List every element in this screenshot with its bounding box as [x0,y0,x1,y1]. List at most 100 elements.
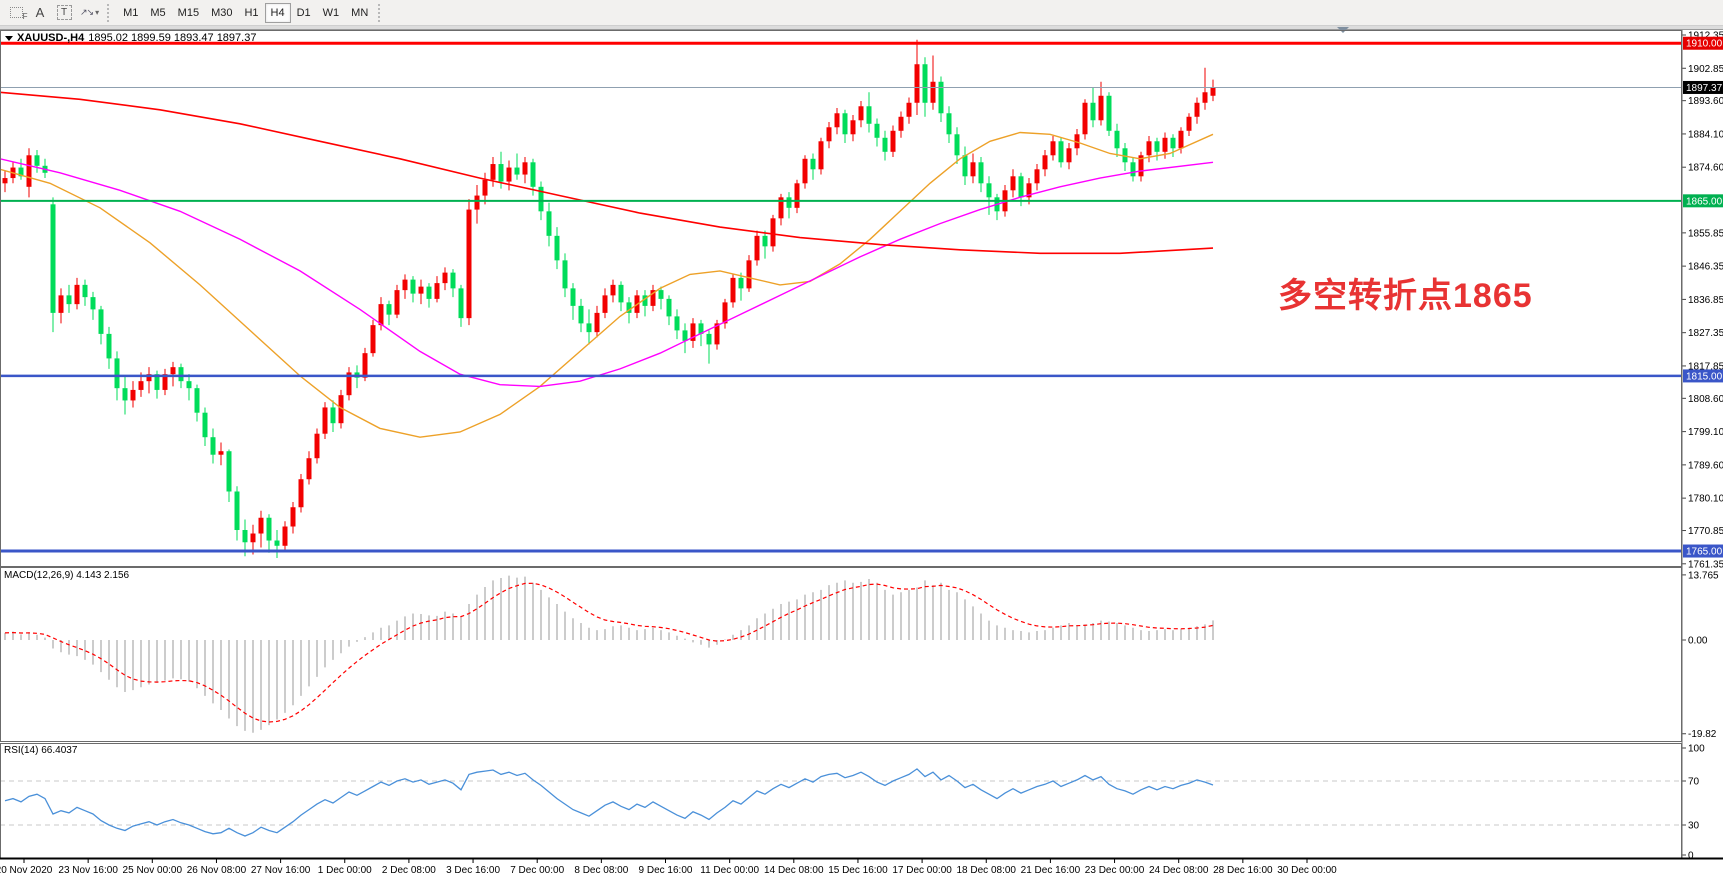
tf-button-m5[interactable]: M5 [150,6,166,19]
candle-body [978,162,984,184]
price-label-box-1897.37 [1683,80,1723,94]
candle-body [2,178,8,184]
chart-ohlc-values: 1895.02 1899.59 1893.47 1897.37 [88,32,257,44]
candle-body [754,235,760,261]
candle-body [330,407,336,424]
date-tick-label: 27 Nov 16:00 [251,865,311,876]
candle-body [986,183,992,198]
candle-body [122,388,128,401]
tf-button-h4[interactable]: H4 [264,2,291,23]
tf-button-m1[interactable]: M1 [123,6,139,19]
price-label-box-1910.00 [1683,36,1723,50]
candle-body [306,458,312,480]
date-tick-label: 28 Dec 16:00 [1213,865,1273,876]
macd-tick-label: 13.765 [1688,570,1719,581]
candle-body [650,290,656,306]
chevron-down-icon[interactable]: ▾ [95,8,100,17]
candle-body [1186,116,1192,131]
text-tool-button[interactable]: T [52,3,76,23]
date-tick-label: 3 Dec 16:00 [446,865,500,876]
candle-body [258,517,264,534]
price-label-text: 1865.00 [1686,196,1723,207]
candle-body [658,290,664,299]
arrows-tool-button[interactable]: ↗↘ ▾ [76,3,103,23]
candle-body [346,372,352,396]
date-tick-label: 23 Dec 00:00 [1085,865,1145,876]
tf-button-mn[interactable]: MN [351,6,369,19]
candle-body [626,302,632,313]
candle-body [618,284,624,303]
date-tick-label: 1 Dec 00:00 [318,865,372,876]
candle-body [1202,92,1208,103]
candle-body [434,283,440,299]
candle-body [186,381,192,389]
macd-tick-label: -19.82 [1688,729,1717,740]
candle-body [962,155,968,177]
candle-body [210,437,216,455]
candle-body [826,127,832,142]
macd-indicator-label: MACD(12,26,9) 4.143 2.156 [4,570,130,581]
candle-body [138,381,144,390]
candle-body [698,323,704,334]
candle-body [938,81,944,114]
toolbar-separator [107,3,111,22]
candle-body [242,530,248,543]
date-tick-label: 8 Dec 08:00 [574,865,628,876]
price-tick-label: 1799.10 [1688,427,1723,438]
candle-body [738,277,744,289]
candle-body [234,491,240,531]
candle-body [930,81,936,103]
candle-body [1178,130,1184,149]
candle-body [874,123,880,138]
price-tick-label: 1808.60 [1688,394,1723,405]
candle-body [290,507,296,527]
candle-body [514,167,520,175]
main-price-panel[interactable] [0,39,1682,559]
fibonacci-tool-button[interactable]: F [4,3,28,23]
price-label-text: 1897.37 [1686,83,1723,94]
candle-body [378,304,384,326]
candle-body [226,451,232,492]
candle-body [506,167,512,182]
candle-body [538,186,544,212]
date-tick-label: 26 Nov 08:00 [187,865,247,876]
price-label-text: 1910.00 [1686,39,1723,50]
tf-button-m30[interactable]: M30 [211,6,233,19]
candle-body [1210,87,1216,96]
price-tick-label: 1789.60 [1688,460,1723,471]
date-tick-label: 25 Nov 00:00 [123,865,183,876]
tf-button-m15[interactable]: M15 [177,6,200,19]
price-axis[interactable]: 1912.35 1902.85 1893.60 1884.10 1874.60 1855.… [1682,31,1723,862]
tf-button-d1[interactable]: D1 [296,6,311,19]
candle-body [522,162,528,175]
chart-menu-caret-icon[interactable] [5,35,13,41]
candle-body [1154,141,1160,152]
text-tool-icon: T [56,5,72,20]
price-tick-label: 1855.85 [1688,228,1723,239]
ma-fast-line [0,131,1214,438]
tf-button-w1[interactable]: W1 [322,6,340,19]
rsi-panel[interactable] [0,768,1682,837]
price-tick-label: 1817.85 [1688,361,1723,372]
candle-body [970,162,976,177]
arrows-icon: ↗↘ [80,7,94,17]
text-label-tool-button[interactable]: A [28,3,52,23]
panel-border [0,743,1682,859]
candle-body [50,204,56,313]
rsi-tick-label: 100 [1688,744,1705,755]
candle-body [554,235,560,261]
candle-body [802,158,808,184]
candle-body [106,333,112,359]
candle-body [314,433,320,459]
chart-annotation-text: 多空转折点1865 [1278,277,1533,315]
time-axis[interactable]: 20 Nov 2020 23 Nov 16:00 25 Nov 00:00 26 No… [0,859,1337,876]
candle-body [266,517,272,541]
candle-body [442,272,448,284]
candle-body [402,279,408,291]
macd-panel[interactable] [4,575,1214,733]
tf-button-h1[interactable]: H1 [244,6,259,19]
candle-body [1010,176,1016,191]
candle-body [250,533,256,543]
candle-body [890,130,896,152]
